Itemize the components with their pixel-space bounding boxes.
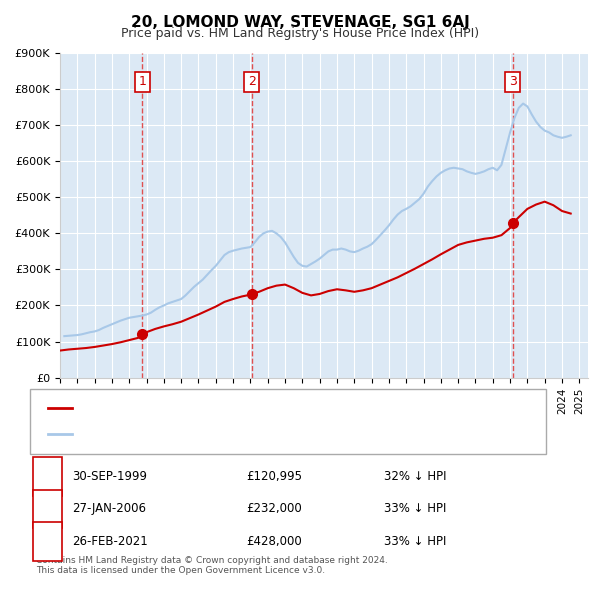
Text: £232,000: £232,000 bbox=[246, 502, 302, 516]
Text: 33% ↓ HPI: 33% ↓ HPI bbox=[384, 535, 446, 548]
Text: 20, LOMOND WAY, STEVENAGE, SG1 6AJ (detached house): 20, LOMOND WAY, STEVENAGE, SG1 6AJ (deta… bbox=[78, 404, 403, 413]
Text: 1: 1 bbox=[138, 76, 146, 88]
Text: £120,995: £120,995 bbox=[246, 470, 302, 483]
Text: 1: 1 bbox=[43, 470, 52, 483]
Text: 30-SEP-1999: 30-SEP-1999 bbox=[72, 470, 147, 483]
Text: Contains HM Land Registry data © Crown copyright and database right 2024.
This d: Contains HM Land Registry data © Crown c… bbox=[36, 556, 388, 575]
Text: 2: 2 bbox=[43, 502, 52, 516]
Text: 2: 2 bbox=[248, 76, 256, 88]
Text: Price paid vs. HM Land Registry's House Price Index (HPI): Price paid vs. HM Land Registry's House … bbox=[121, 27, 479, 40]
Text: 27-JAN-2006: 27-JAN-2006 bbox=[72, 502, 146, 516]
Text: 26-FEB-2021: 26-FEB-2021 bbox=[72, 535, 148, 548]
Text: HPI: Average price, detached house, North Hertfordshire: HPI: Average price, detached house, Nort… bbox=[78, 429, 393, 438]
Text: 20, LOMOND WAY, STEVENAGE, SG1 6AJ: 20, LOMOND WAY, STEVENAGE, SG1 6AJ bbox=[131, 15, 469, 30]
Text: 3: 3 bbox=[43, 535, 52, 548]
Text: 32% ↓ HPI: 32% ↓ HPI bbox=[384, 470, 446, 483]
Text: £428,000: £428,000 bbox=[246, 535, 302, 548]
Text: 3: 3 bbox=[509, 76, 517, 88]
Text: 33% ↓ HPI: 33% ↓ HPI bbox=[384, 502, 446, 516]
